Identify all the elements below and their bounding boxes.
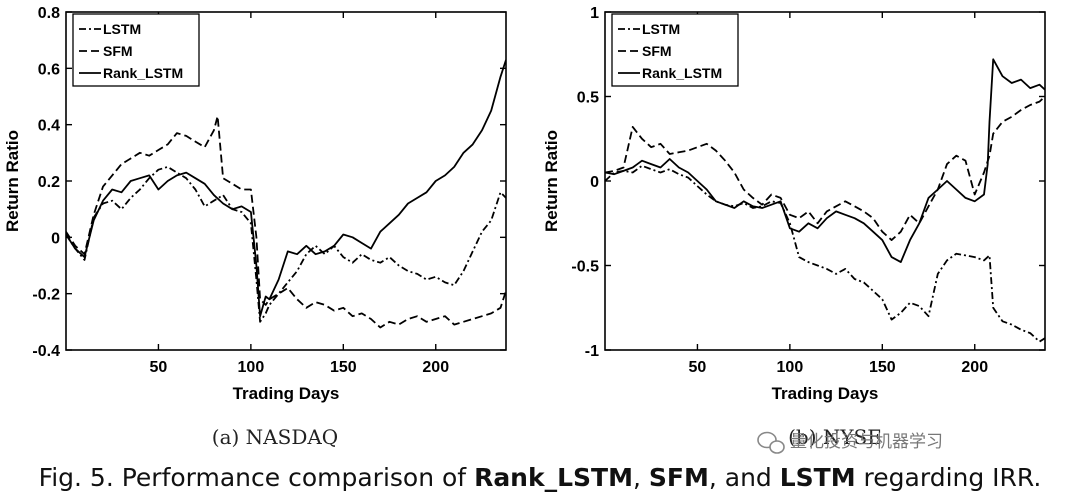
y-tick-label: 0.6 [38,61,60,78]
legend-label: SFM [642,43,672,59]
legend-label: Rank_LSTM [103,65,183,81]
y-tick-label: 0.5 [577,90,599,107]
y-tick-label: -0.2 [32,287,60,304]
y-axis-label: Return Ratio [542,130,561,232]
caption-bold-rank-lstm: Rank_LSTM [474,463,633,492]
series-line-sfm [66,115,506,329]
x-tick-label: 150 [330,359,357,376]
panel-nyse: 50 100 150 200 -1 -0.5 0 0.5 1 Trading Days Return… [542,5,1046,449]
figure-caption: Fig. 5. Performance comparison of Rank_L… [39,463,1042,492]
caption-suffix: regarding IRR. [856,463,1042,492]
legend-label: LSTM [642,21,680,37]
y-tick-label: -0.4 [32,343,60,360]
legend-label: Rank_LSTM [642,65,722,81]
x-tick-label: 150 [869,359,896,376]
series-line-rank-lstm [605,58,1045,264]
y-axis-label: Return Ratio [3,130,22,232]
legend-label: SFM [103,43,133,59]
caption-prefix: Fig. 5. Performance comparison of [39,463,474,492]
caption-sep2: , and [709,463,780,492]
caption-bold-lstm: LSTM [780,463,856,492]
y-tick-label: 0.8 [38,5,60,22]
legend: LSTM SFM Rank_LSTM [72,13,200,87]
x-tick-label: 200 [961,359,988,376]
legend: LSTM SFM Rank_LSTM [611,13,739,87]
legend-box [72,13,200,87]
series-line-rank-lstm [66,59,506,318]
legend-box [611,13,739,87]
x-tick-label: 100 [777,359,804,376]
caption-bold-sfm: SFM [649,463,709,492]
y-tick-label: 0 [51,230,60,247]
watermark-text: 量化投资与机器学习 [790,432,943,452]
y-tick-label: 0.4 [38,118,60,135]
x-axis-label: Trading Days [772,384,879,403]
legend-label: LSTM [103,21,141,37]
panel-nasdaq: 50 100 150 200 -0.4 -0.2 0 0.2 0.4 0.6 0.8 Trading … [3,5,507,449]
x-axis-label: Trading Days [233,384,340,403]
x-tick-label: 50 [689,359,707,376]
y-tick-label: -0.5 [571,259,599,276]
y-tick-label: -1 [585,343,599,360]
series-line-sfm [605,95,1045,242]
y-tick-label: 0 [590,174,599,191]
series-line-lstm [66,165,506,323]
wechat-logo-icon [757,431,785,454]
x-tick-label: 200 [422,359,449,376]
series-line-lstm [605,164,1045,343]
x-tick-label: 100 [238,359,265,376]
caption-sep1: , [633,463,649,492]
x-tick-label: 50 [150,359,168,376]
panel-sublabel: (a) NASDAQ [212,425,338,449]
panel-sublabel: (b) NYSE [788,425,882,449]
y-tick-label: 1 [590,5,599,22]
y-tick-label: 0.2 [38,174,60,191]
watermark: 量化投资与机器学习 [757,431,943,454]
